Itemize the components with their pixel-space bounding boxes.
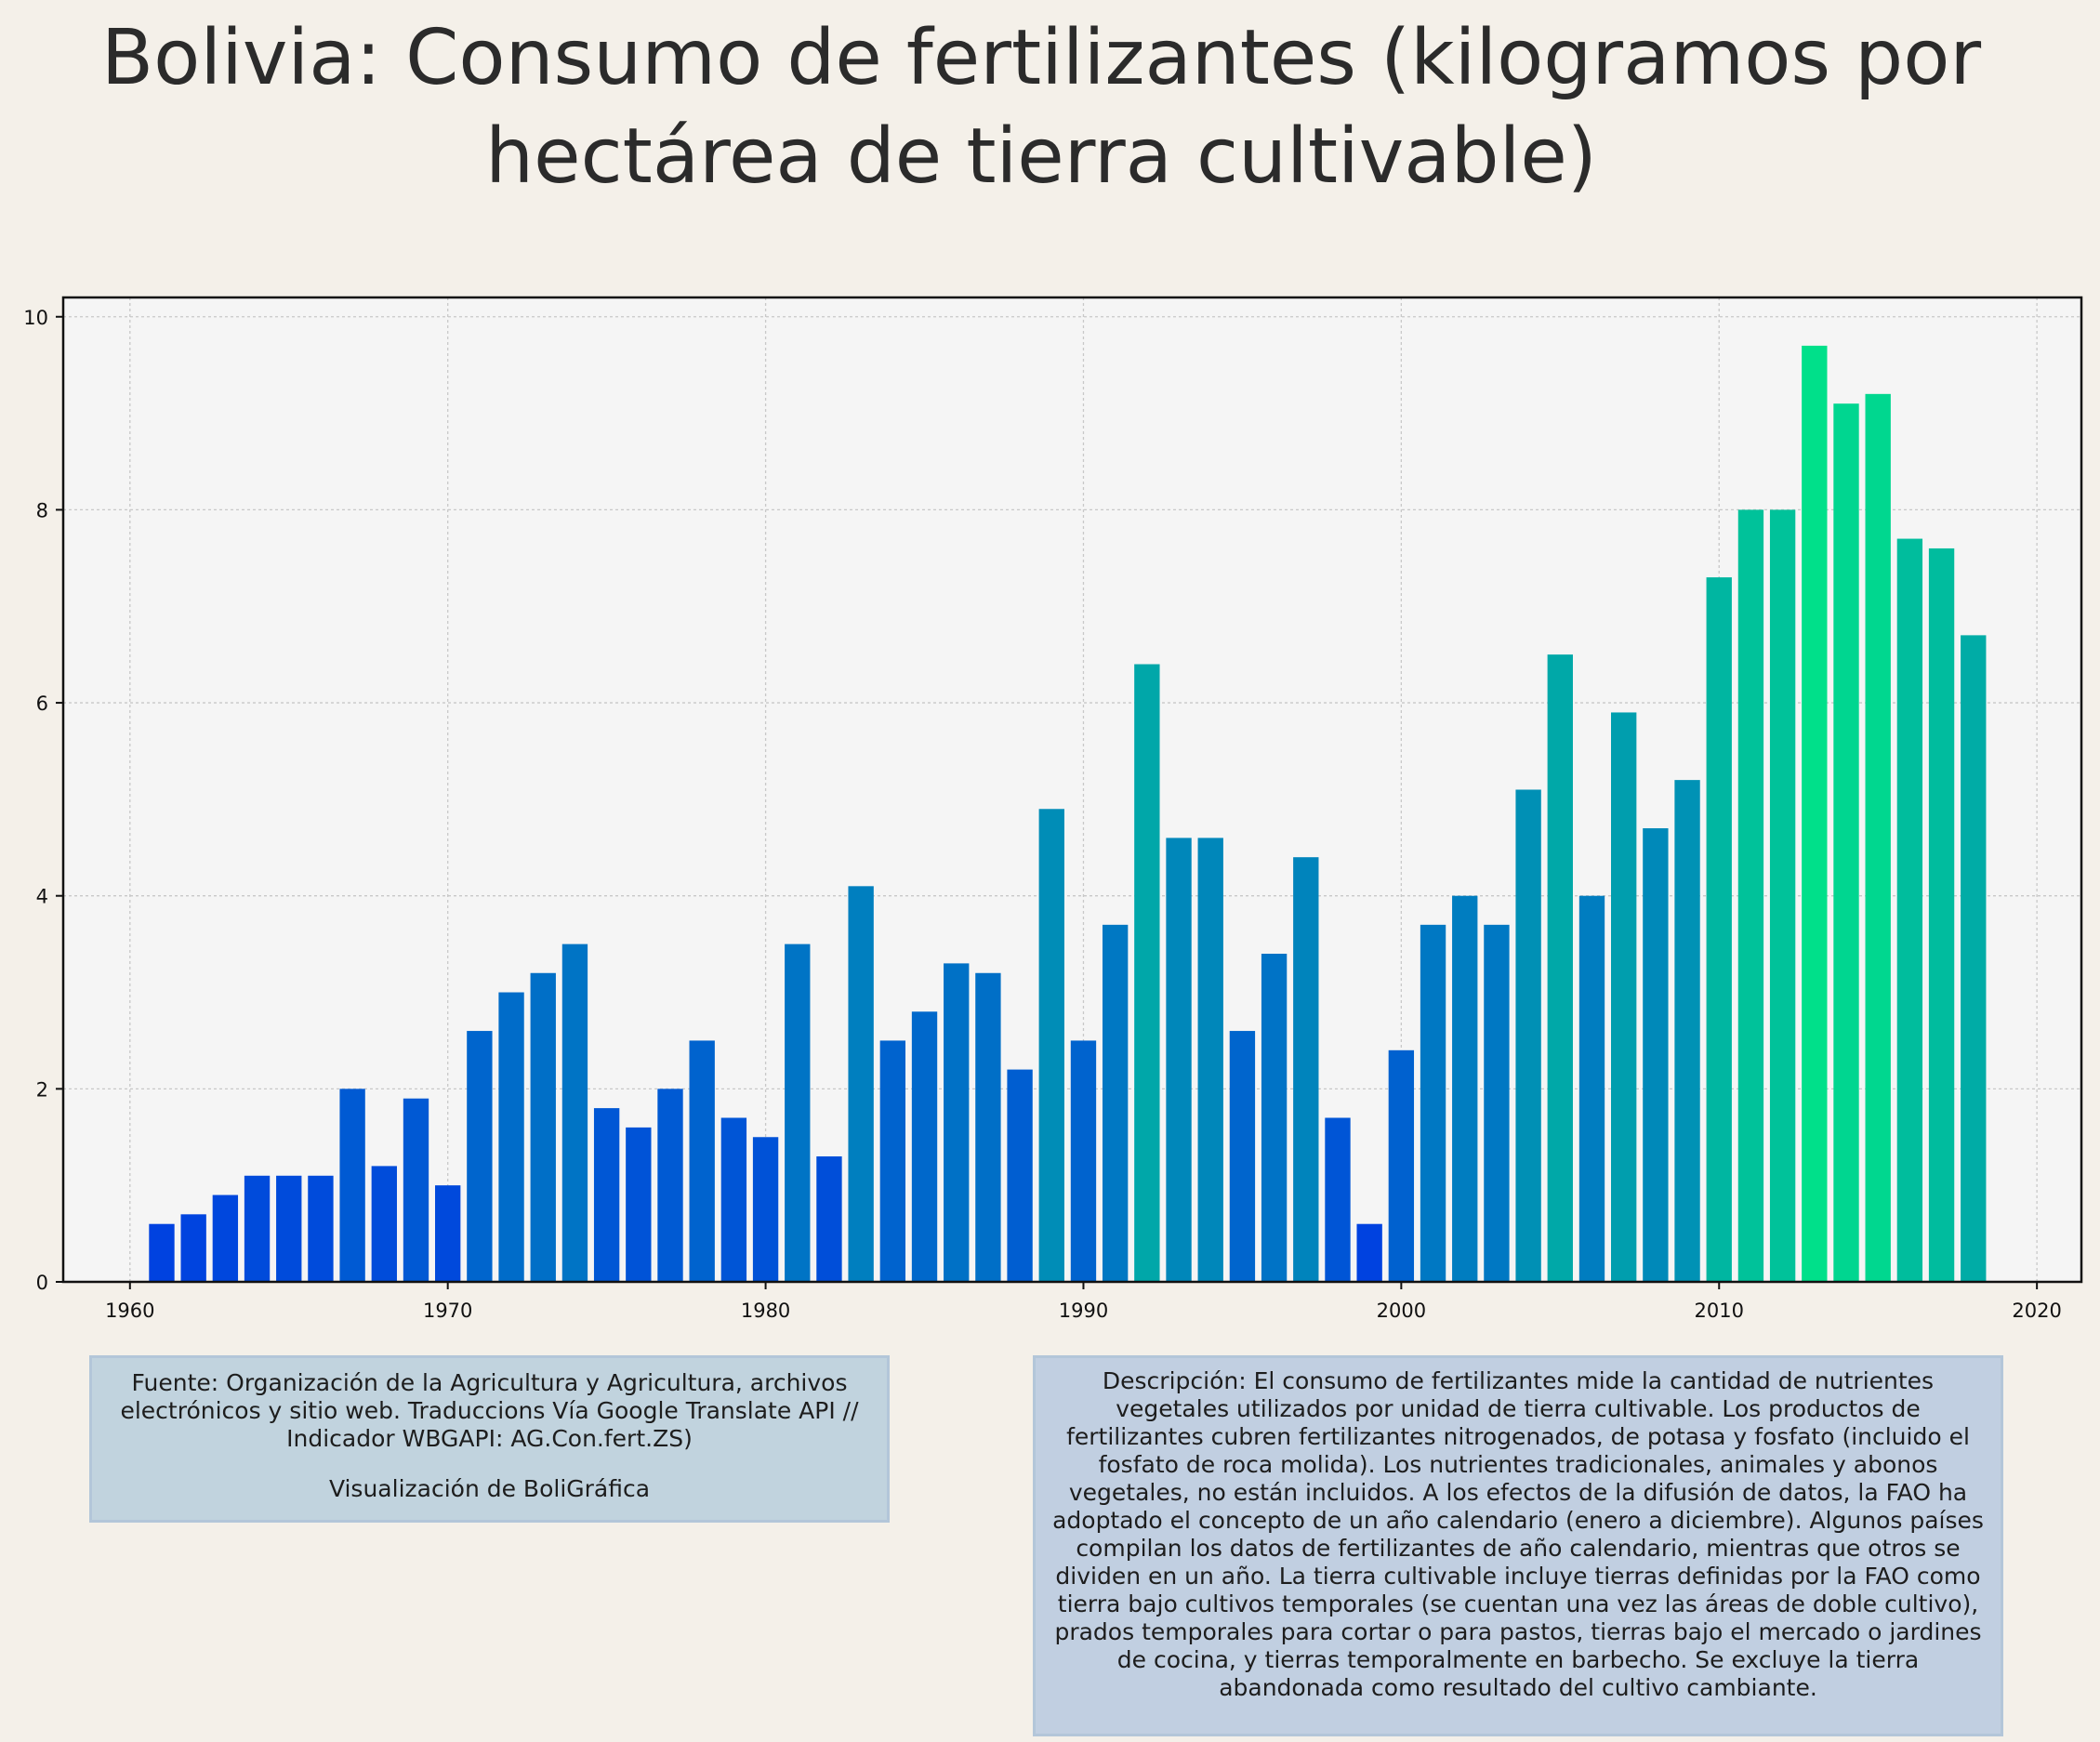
x-tick-label: 1970 [423,1300,472,1322]
bar-1999 [1356,1223,1382,1282]
bar-1977 [657,1089,683,1282]
bar-1971 [467,1031,493,1282]
bar-1992 [1134,664,1160,1282]
bar-1993 [1166,838,1192,1282]
bar-1966 [308,1175,334,1282]
axes: 1960 1970 1980 1990 2000 2010 2020 0 2 4 6 8 10 [23,307,2062,1322]
bar-1988 [1007,1069,1033,1282]
bar-1974 [561,944,588,1282]
bar-2007 [1611,712,1637,1282]
y-tick-label: 10 [23,307,48,329]
bar-1964 [244,1175,271,1282]
plot-frame [61,296,2083,1284]
bar-2014 [1833,403,1859,1282]
bar-1990 [1070,1040,1097,1282]
bar-2018 [1961,635,1987,1282]
bar-1986 [944,963,970,1282]
bar-1969 [403,1098,429,1282]
bar-2005 [1547,654,1573,1282]
bar-1972 [498,992,524,1282]
bar-2003 [1484,924,1510,1282]
bar-1979 [720,1117,747,1282]
bar-2001 [1420,924,1446,1282]
bar-1962 [180,1214,206,1282]
bar-2017 [1928,548,1955,1282]
bar-2009 [1674,780,1700,1282]
bar-1961 [149,1223,175,1282]
bar-2010 [1706,577,1732,1282]
bar-2004 [1515,789,1541,1282]
x-tick-label: 1960 [105,1300,154,1322]
bar-2011 [1737,509,1764,1282]
bar-1968 [371,1166,397,1282]
bar-1976 [626,1127,652,1282]
bar-1985 [911,1011,938,1282]
bar-1984 [879,1040,906,1282]
bar-2012 [1769,509,1796,1282]
bar-1996 [1261,954,1288,1282]
bar-1997 [1293,857,1319,1282]
bar-1963 [212,1194,239,1282]
source-text: Fuente: Organización de la Agricultura y… [120,1369,859,1452]
bar-1991 [1102,924,1129,1282]
x-tick-label: 1980 [741,1300,790,1322]
bar-1970 [435,1185,461,1282]
bar-1967 [339,1089,365,1282]
description-text: Descripción: El consumo de fertilizantes… [1052,1367,1984,1701]
bar-1983 [848,886,874,1282]
bar-1981 [785,944,811,1282]
y-tick-label: 2 [36,1078,48,1101]
bar-1989 [1038,809,1064,1282]
bar-1965 [276,1175,302,1282]
source-box: Fuente: Organización de la Agricultura y… [89,1355,890,1523]
chart-title: Bolivia: Consumo de fertilizantes (kilog… [100,14,1982,201]
y-tick-label: 0 [36,1272,48,1294]
bar-2002 [1452,895,1478,1282]
bar-2008 [1643,828,1669,1282]
bar-1998 [1325,1117,1351,1282]
bar-1995 [1229,1031,1256,1282]
bar-2016 [1896,538,1923,1282]
source-credit: Visualización de BoliGráfica [328,1475,651,1502]
bar-1975 [593,1108,620,1282]
y-tick-label: 6 [36,693,48,715]
bar-1994 [1197,838,1223,1282]
bar-2006 [1578,895,1605,1282]
bar-1973 [530,972,556,1282]
bar-1978 [689,1040,715,1282]
y-tick-label: 4 [36,886,48,908]
bar-2013 [1802,345,1828,1283]
description-box: Descripción: El consumo de fertilizantes… [1033,1355,2003,1736]
bar-2015 [1865,393,1891,1283]
bar-1987 [975,972,1001,1282]
bar-2000 [1388,1049,1415,1282]
y-tick-label: 8 [36,499,48,521]
x-tick-label: 1990 [1059,1300,1108,1322]
x-tick-label: 2020 [2012,1300,2061,1322]
bars [149,345,1987,1283]
bar-1982 [816,1156,842,1282]
bar-1980 [752,1137,779,1282]
x-tick-label: 2000 [1377,1300,1426,1322]
x-tick-label: 2010 [1695,1300,1744,1322]
